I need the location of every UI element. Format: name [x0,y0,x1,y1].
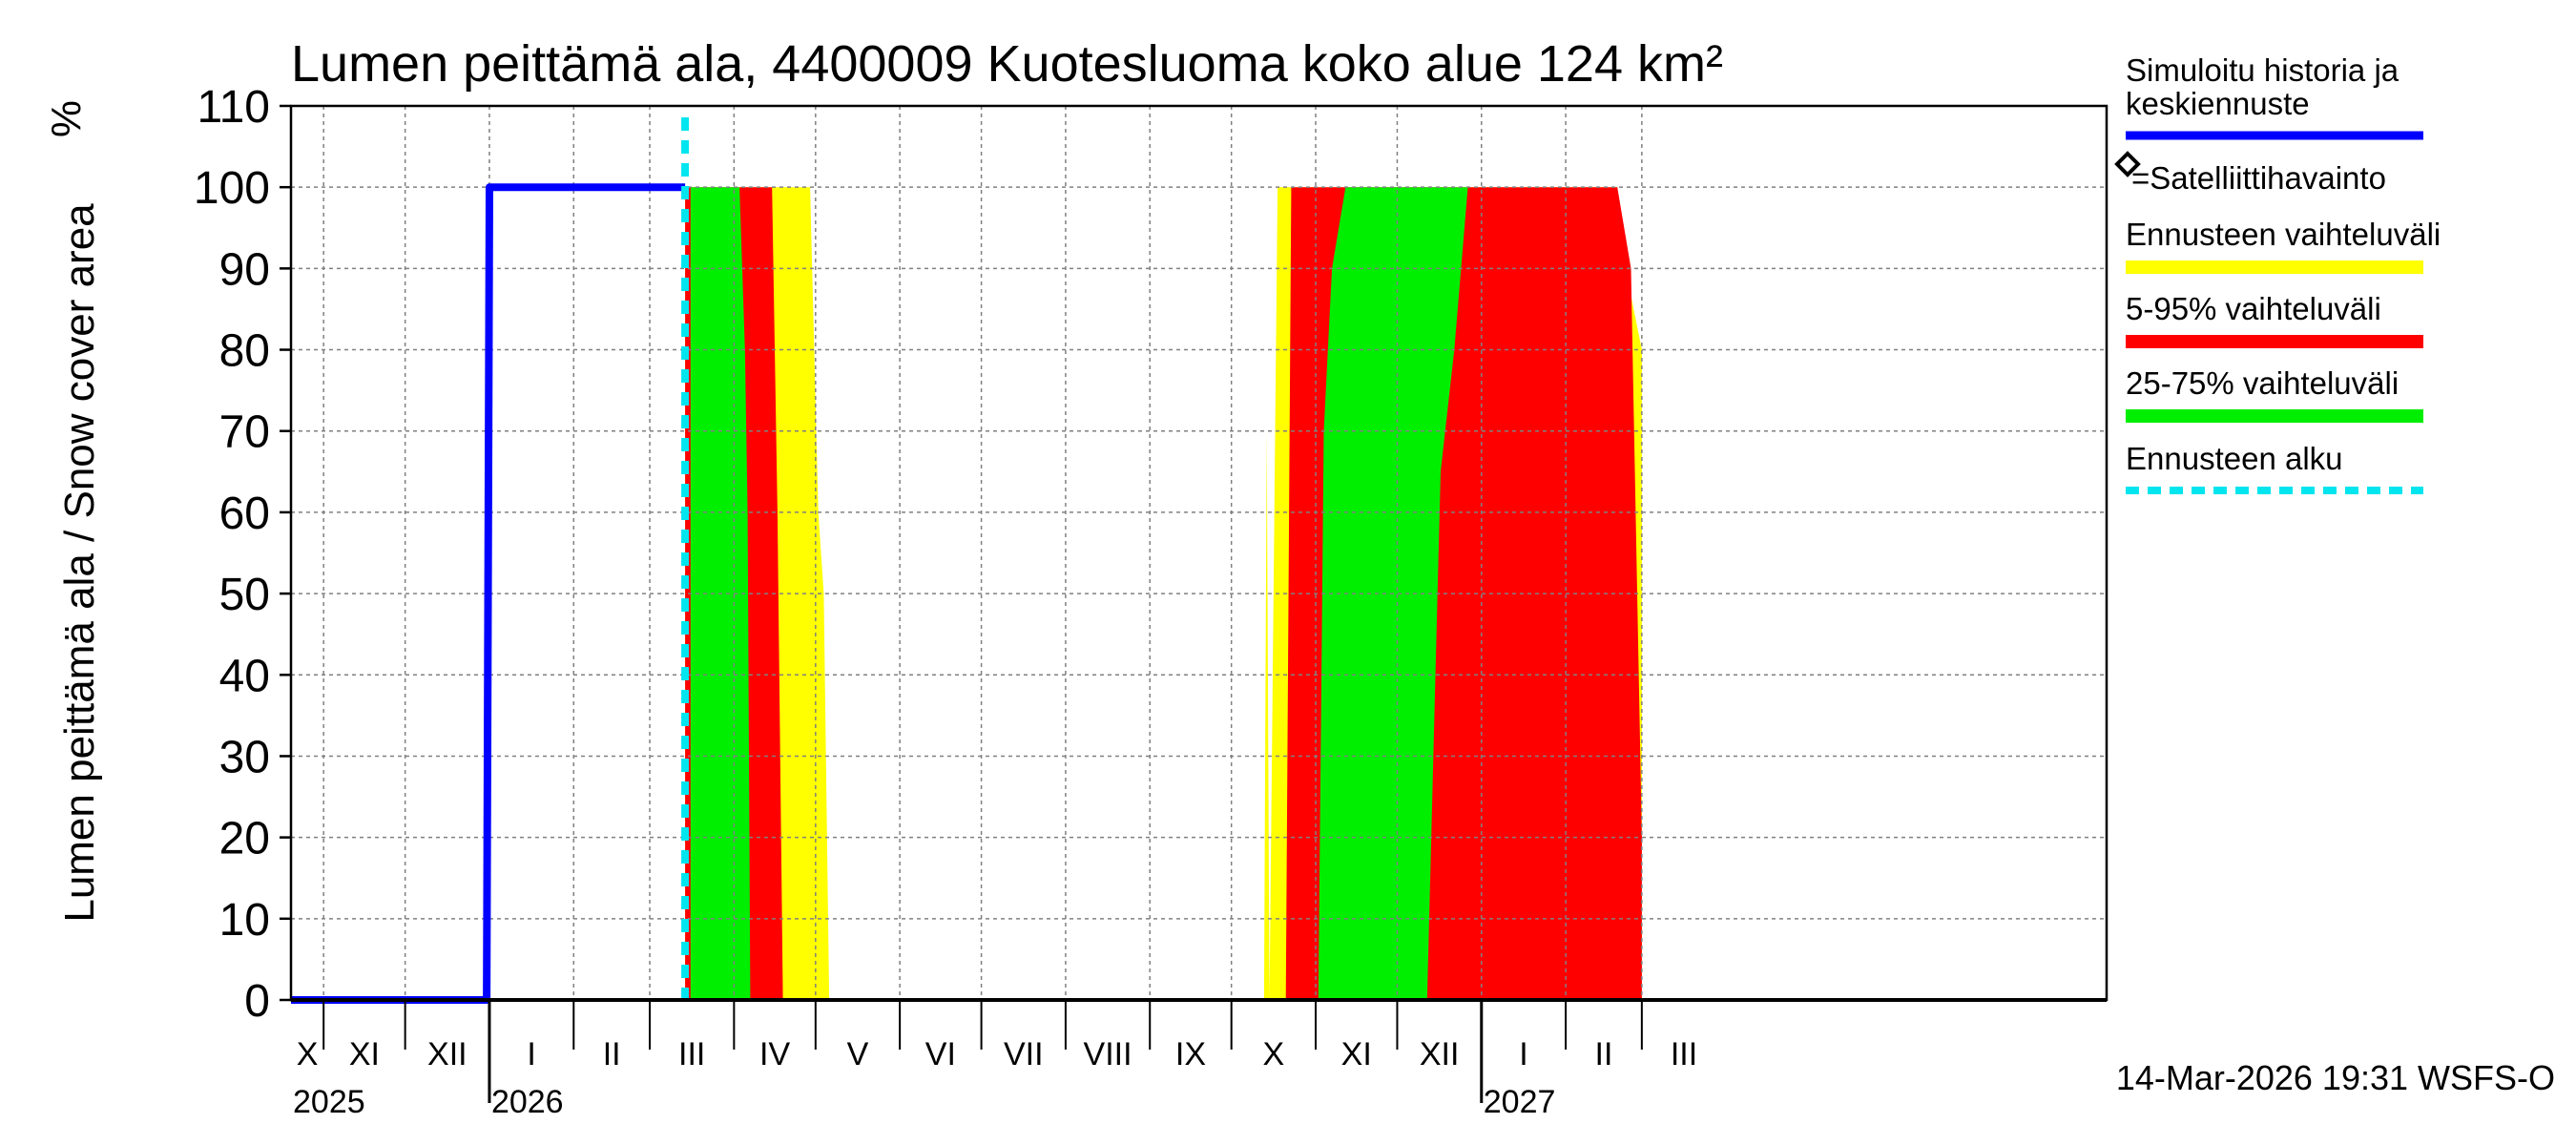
y-tick-label-90: 90 [219,244,270,295]
x-month-label-9: XII [427,1036,467,1072]
x-month-label-13: IV [759,1036,790,1072]
y-axis-label: Lumen peittämä ala / Snow cover area [56,203,103,923]
band-green [690,187,1642,1000]
x-month-label-8: XI [349,1036,380,1072]
x-year-label-2026: 2026 [491,1084,564,1120]
x-month-label-15: VI [925,1036,956,1072]
x-month-label-12: III [678,1036,705,1072]
y-tick-label-70: 70 [219,407,270,458]
plot-frame [289,104,2109,1002]
x-month-label-24: III [1671,1036,1697,1072]
x-month-label-16: VII [1004,1036,1044,1072]
y-unit-label: % [43,100,90,137]
x-month-label-17: VIII [1084,1036,1132,1072]
x-year-label-2027: 2027 [1484,1084,1556,1120]
y-tick-label-100: 100 [194,163,270,214]
legend-label-satellite: =Satelliittihavainto [2131,160,2386,196]
footer-timestamp: 14-Mar-2026 19:31 WSFS-O [2116,1058,2555,1097]
y-tick-label-60: 60 [219,489,270,539]
x-month-label-14: V [847,1036,869,1072]
y-tick-label-40: 40 [219,651,270,701]
x-month-label-10: I [527,1036,535,1072]
y-tick-label-110: 110 [197,82,270,133]
x-month-label-18: IX [1175,1036,1206,1072]
x-month-label-11: II [603,1036,621,1072]
x-month-label-19: X [1262,1036,1284,1072]
y-tick-label-20: 20 [219,814,270,864]
x-month-label-20: XI [1341,1036,1372,1072]
y-tick-label-80: 80 [219,326,270,377]
y-tick-label-30: 30 [219,732,270,782]
legend-label-forecast-start: Ennusteen alku [2126,441,2343,476]
x-month-label-23: II [1595,1036,1613,1072]
x-axis-ticks: X XI XII I II III IV V VI VII VIII IX X XI XII I II III20… [293,1000,1697,1120]
legend-label-simulated: Simuloitu historia ja [2126,52,2399,88]
x-year-label-2025: 2025 [293,1084,365,1120]
legend-swatch-satellite [2114,151,2141,177]
legend-label-simulated-2: keskiennuste [2126,86,2310,121]
y-tick-label-10: 10 [219,895,270,946]
y-tick-label-50: 50 [219,570,270,620]
y-axis-ticks: 0 10 20 30 40 50 60 70 80 90 100 110 [194,82,291,1027]
x-month-label-22: I [1519,1036,1527,1072]
chart-title: Lumen peittämä ala, 4400009 Kuotesluoma … [291,35,1723,93]
y-tick-label-0: 0 [244,976,270,1027]
legend-label-green: 25-75% vaihteluväli [2126,365,2399,401]
x-month-label-21: XII [1420,1036,1460,1072]
legend-label-yellow: Ennusteen vaihteluväli [2126,217,2441,252]
forecast-bands [685,187,1642,1000]
grid-lines [291,106,2107,1000]
x-month-label-7: X [297,1036,319,1072]
legend-label-red: 5-95% vaihteluväli [2126,291,2381,326]
